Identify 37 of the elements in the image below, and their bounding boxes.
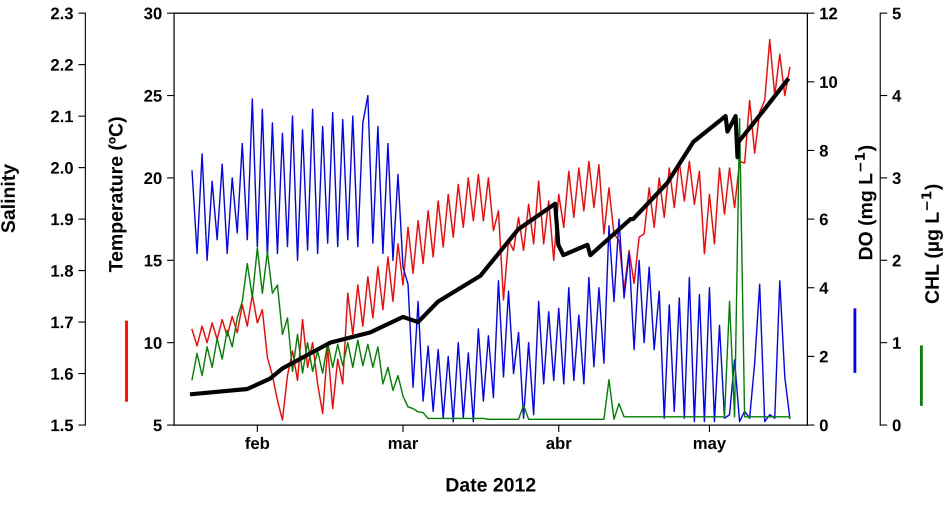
y-axis-title: Salinity xyxy=(0,164,19,233)
y-tick-label: 1.8 xyxy=(51,264,74,277)
y-tick-label: 5 xyxy=(153,420,162,432)
x-tick-label: mar xyxy=(388,440,418,450)
y-tick-label: 1.9 xyxy=(51,214,73,226)
y-tick-label: 25 xyxy=(144,90,162,102)
y2-tick-label: 10 xyxy=(820,76,838,88)
y-tick-label: 15 xyxy=(144,254,162,266)
y3-tick-label: 5 xyxy=(892,8,901,20)
y2-tick-label: 4 xyxy=(819,282,828,294)
y-tick-label: 1.6 xyxy=(51,368,73,380)
x-tick-label: abr xyxy=(546,436,572,450)
x-tick-label: feb xyxy=(245,436,270,450)
y-tick-label: 10 xyxy=(144,337,162,349)
y2-tick-label: 6 xyxy=(820,214,828,226)
y-tick-label: 2.0 xyxy=(50,162,73,174)
y-tick-label: 2.3 xyxy=(50,8,73,20)
y2-tick-label: 12 xyxy=(820,8,838,20)
y2-tick-label: 8 xyxy=(820,144,828,157)
y-tick-label: 1.5 xyxy=(51,420,74,432)
y3-tick-label: 3 xyxy=(892,172,901,184)
y3-tick-label: 2 xyxy=(892,254,901,266)
y2-tick-label: 2 xyxy=(820,350,828,362)
x-tick-label: may xyxy=(694,440,726,452)
y3-tick-label: 4 xyxy=(892,90,902,102)
y-axis-title: Temperature (ºC) xyxy=(108,117,127,272)
y-tick-label: 30 xyxy=(144,8,162,20)
y3-tick-label: 0 xyxy=(892,419,901,432)
x-axis-title: Date 2012 xyxy=(446,478,536,492)
y-tick-label: 1.7 xyxy=(51,316,73,328)
y-tick-label: 2.1 xyxy=(50,110,74,122)
y-tick-label: 20 xyxy=(144,172,162,184)
y2-axis-title: DO (mg L$^{−1}$) xyxy=(854,146,876,260)
y-tick-label: 2.2 xyxy=(50,59,73,71)
y2-tick-label: 0 xyxy=(820,419,828,432)
y3-tick-label: 1 xyxy=(893,337,901,349)
y3-axis-title: CHL (µg L$^{−1}$) xyxy=(921,184,943,304)
